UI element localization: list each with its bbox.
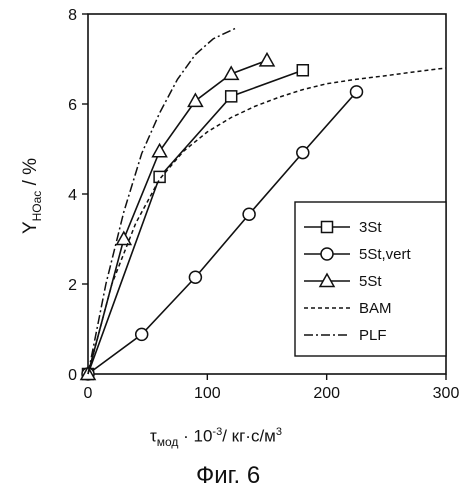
axes: 0 100 200 300 0 2 4 6 8 [68,7,459,402]
x-axis-label-mid: · 10 [178,426,213,446]
series-line-5st [87,59,268,375]
y-tick-label: 4 [68,187,77,204]
data-point-5st-vert [349,85,364,99]
x-axis-label: τмод · 10-3/ кг·с/м3 [150,426,282,449]
y-axis-label-sub: HOac [29,190,44,222]
data-point-5st-vert [296,145,310,160]
x-axis-label-exp2: 3 [275,426,282,438]
y-tick-label: 0 [68,367,77,384]
data-point-5st [115,230,133,246]
y-tick-label: 8 [68,7,77,24]
y-tick-label: 2 [68,277,77,294]
x-tick-label: 300 [433,385,460,402]
legend-marker-3st [320,220,334,234]
legend: 3St 5St,vert 5St BAM PLF [294,201,447,357]
legend-label-3st: 3St [359,219,382,236]
legend-marker-5st [318,272,336,288]
y-axis-label: YHOac / % [20,158,44,234]
series-line-bam [87,67,447,375]
series-line-plf [87,26,238,375]
x-axis-label-unit: / кг·с/м [222,426,276,446]
y-axis-label-main: Y [20,221,42,235]
figure-caption: Фиг. 6 [196,462,261,489]
legend-label-5st: 5St [359,273,382,290]
data-point-5st [222,65,240,81]
x-axis-label-exp: -3 [212,426,223,438]
series-layer [79,26,447,381]
y-axis-label-unit: / % [20,157,42,191]
x-tick-label: 100 [194,385,221,402]
x-tick-label: 0 [84,385,93,402]
legend-label-5st-vert: 5St,vert [359,246,412,263]
x-axis-label-main: τ [150,426,157,446]
data-point-5st-vert [134,327,149,342]
data-point-3st [153,170,166,184]
series-line-5st-vert [87,91,358,375]
data-point-3st [296,64,310,77]
data-point-5st-vert [188,270,203,284]
x-tick-label: 200 [313,385,340,402]
data-point-3st [224,90,238,103]
data-point-5st [151,142,168,158]
y-tick-label: 6 [68,97,77,114]
legend-label-plf: PLF [359,327,387,344]
series-line-3st [87,69,304,375]
legend-marker-5st-vert [320,247,334,261]
data-point-5st [187,92,204,108]
data-point-5st-vert [242,207,256,221]
legend-label-bam: BAM [359,300,392,317]
x-axis-label-sub: мод [156,435,179,450]
data-point-5st [258,51,276,67]
